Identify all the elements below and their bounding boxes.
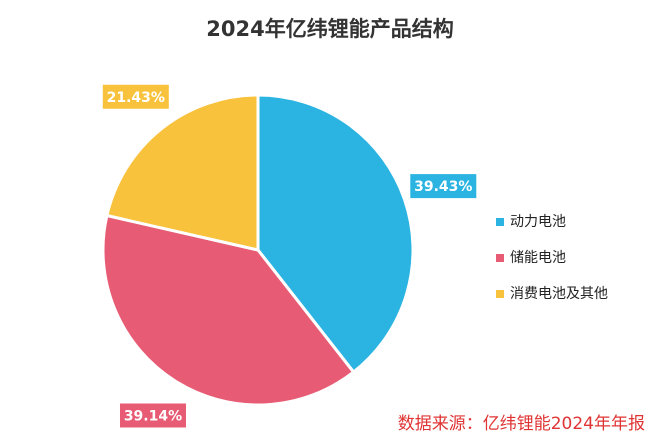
label-box: [119, 403, 186, 428]
legend-label: 储能电池: [510, 250, 566, 266]
legend-label: 动力电池: [510, 214, 566, 230]
label-box: [410, 174, 477, 199]
pie-slice: [256, 93, 415, 375]
label-box: [102, 84, 169, 109]
data-label: 39.43%: [414, 179, 472, 195]
data-label: 39.14%: [124, 408, 182, 424]
pie-slice: [105, 93, 260, 252]
chart-title: 2024年亿纬锂能产品结构: [206, 17, 453, 41]
source-note: 数据来源：亿纬锂能2024年年报: [398, 414, 645, 434]
legend-swatch: [496, 254, 504, 262]
legend-label: 消费电池及其他: [510, 286, 608, 302]
pie-slice: [101, 213, 356, 407]
data-label: 21.43%: [107, 90, 165, 106]
legend-swatch: [496, 290, 504, 298]
legend-swatch: [496, 218, 504, 226]
